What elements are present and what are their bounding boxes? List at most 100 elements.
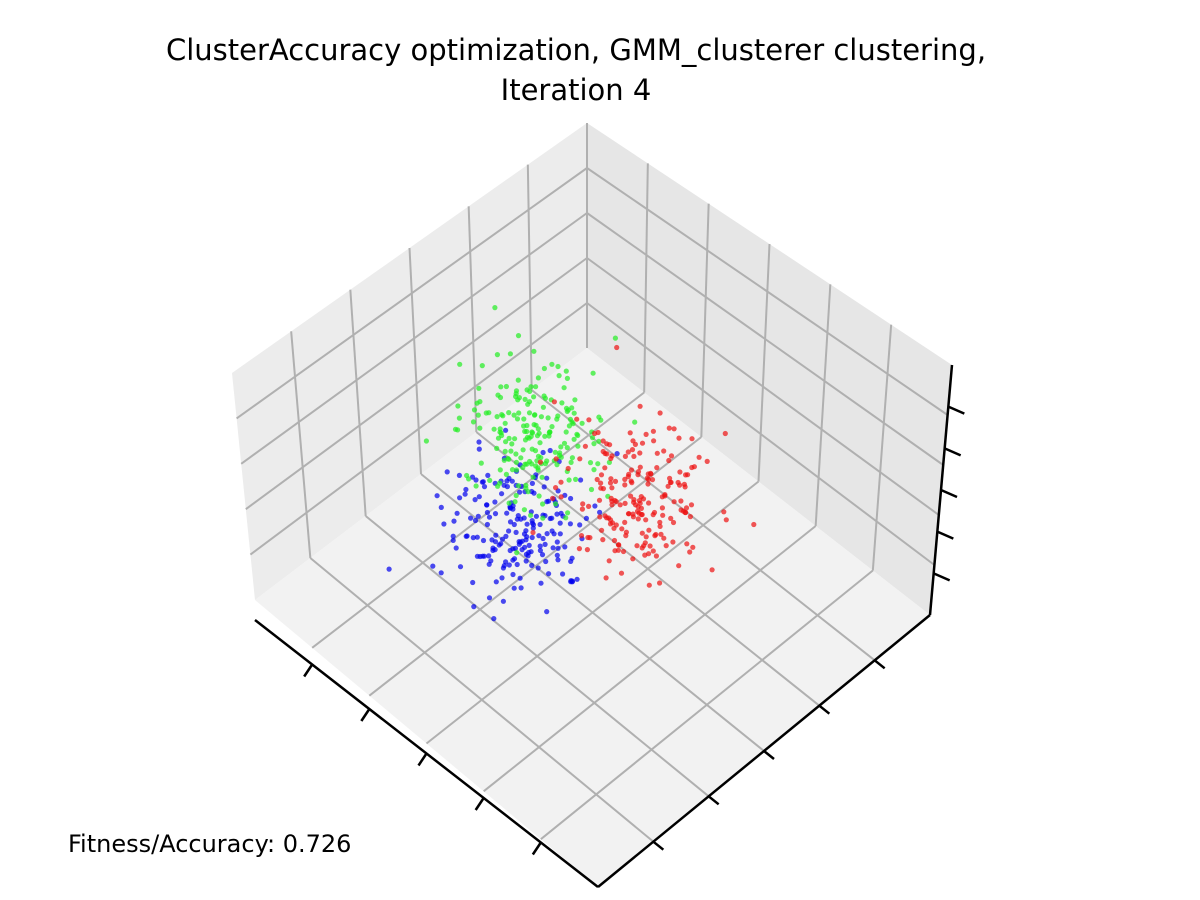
scatter-point-blue xyxy=(504,484,510,490)
scatter-point-green xyxy=(523,482,529,488)
scatter-point-red xyxy=(594,476,600,483)
scatter-point-blue xyxy=(539,552,546,558)
scatter-point-green xyxy=(591,441,597,447)
scatter-point-red xyxy=(666,425,672,431)
scatter-point-blue xyxy=(517,489,523,495)
scatter-point-red xyxy=(629,480,635,486)
scatter-point-blue xyxy=(499,575,505,581)
scatter-point-blue xyxy=(540,535,546,542)
scatter-point-blue xyxy=(477,553,483,560)
scatter-point-red xyxy=(606,558,612,564)
scatter-point-red xyxy=(550,495,556,501)
scatter-point-blue xyxy=(480,537,487,544)
scatter-point-blue xyxy=(475,513,481,519)
scatter-point-red xyxy=(638,511,645,518)
scatter-point-blue xyxy=(503,427,509,433)
scatter-point-blue xyxy=(451,518,457,524)
scatter-point-red xyxy=(678,507,684,513)
z-axis-tick xyxy=(940,488,958,499)
scatter-point-blue xyxy=(506,562,512,568)
scatter-point-green xyxy=(495,392,501,398)
scatter-point-red xyxy=(577,456,583,462)
scatter-point-green xyxy=(506,435,512,441)
scatter-point-blue xyxy=(470,535,476,541)
scatter-point-red xyxy=(634,508,641,514)
scatter-point-red xyxy=(683,505,690,511)
scatter-point-blue xyxy=(486,595,493,601)
scatter-point-green xyxy=(475,412,481,418)
scatter-point-red xyxy=(661,535,667,541)
x-axis-tick xyxy=(474,797,485,811)
scatter-point-red xyxy=(661,448,667,454)
scatter-point-red xyxy=(551,399,558,405)
scatter-point-green xyxy=(478,460,484,466)
scatter-point-blue xyxy=(597,509,603,515)
scatter-point-red xyxy=(676,435,682,441)
z-axis-tick xyxy=(936,530,954,540)
scatter-point-red xyxy=(578,533,585,539)
y-axis-tick xyxy=(707,795,720,806)
scatter-point-green xyxy=(540,404,547,410)
scatter-point-blue xyxy=(577,522,583,528)
scatter-point-green xyxy=(456,415,462,421)
scatter-point-blue xyxy=(546,571,552,577)
scatter-point-green xyxy=(598,417,604,423)
right-wall-grid-line xyxy=(757,243,771,482)
y-axis-tick xyxy=(652,840,665,851)
scatter-point-blue xyxy=(511,585,517,591)
scatter-point-blue xyxy=(512,545,519,552)
scatter-point-blue xyxy=(434,493,440,499)
scatter-point-red xyxy=(597,514,603,520)
right-wall-grid-line xyxy=(586,257,940,516)
scatter-point-red xyxy=(651,438,657,444)
scatter-point-blue xyxy=(530,522,537,528)
scatter-point-green xyxy=(477,399,483,405)
scatter-point-blue xyxy=(537,521,543,528)
right-wall-grid-line xyxy=(586,302,936,566)
data-points xyxy=(386,305,757,622)
scatter-point-green xyxy=(506,456,512,462)
scatter-point-red xyxy=(643,431,649,437)
left-wall-grid-line xyxy=(349,289,367,517)
axis-lines xyxy=(254,364,965,888)
scatter-point-green xyxy=(575,443,581,449)
left-wall-grid-line xyxy=(240,212,588,465)
scatter-point-green xyxy=(476,385,482,391)
scatter-point-red xyxy=(618,570,625,576)
scatter-point-blue xyxy=(568,558,574,565)
scatter-point-red xyxy=(607,442,613,448)
scatter-point-green xyxy=(524,422,530,429)
scatter-point-blue xyxy=(486,553,492,559)
scatter-point-blue xyxy=(529,562,535,569)
scatter-point-red xyxy=(635,516,641,522)
scatter-point-green xyxy=(538,455,544,461)
scatter-point-blue xyxy=(499,536,506,542)
scatter-point-blue xyxy=(491,616,497,622)
scatter-point-blue xyxy=(551,531,557,537)
scatter-point-red xyxy=(625,449,631,455)
scatter-point-green xyxy=(552,501,559,507)
scatter-point-green xyxy=(572,397,578,403)
scatter-point-green xyxy=(495,483,501,489)
scatter-point-green xyxy=(513,451,519,457)
scatter-point-red xyxy=(658,531,664,537)
scatter-point-green xyxy=(511,412,517,418)
scatter-point-red xyxy=(579,506,586,512)
scatter-point-green xyxy=(491,426,497,432)
scatter-point-green xyxy=(503,439,509,445)
scatter-point-red xyxy=(637,403,643,409)
scatter-point-blue xyxy=(574,576,580,582)
scatter-point-green xyxy=(507,351,513,357)
scatter-point-green xyxy=(554,416,560,422)
x-axis-tick xyxy=(417,752,428,767)
scatter-point-green xyxy=(513,467,520,473)
scatter-point-green xyxy=(516,410,522,416)
scatter-point-blue xyxy=(521,531,528,537)
scatter-point-blue xyxy=(535,565,541,571)
scatter-point-green xyxy=(558,444,564,450)
scatter-point-green xyxy=(540,515,546,521)
scatter-point-red xyxy=(553,456,559,462)
scatter-point-green xyxy=(534,433,541,439)
scatter-point-blue xyxy=(499,491,505,497)
z-axis-tick xyxy=(944,447,962,457)
